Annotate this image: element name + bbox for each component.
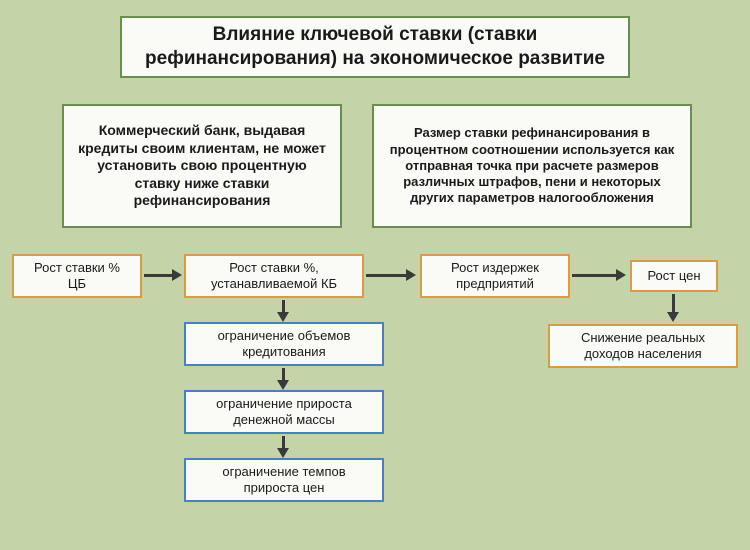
desc-right-box: Размер ставки рефинансирования в процент… [372, 104, 692, 228]
flow-b2: ограничение прироста денежной массы [184, 390, 384, 434]
flow-b1-text: ограничение объемов кредитования [196, 328, 372, 361]
flow-n2: Рост ставки %, устанавливаемой КБ [184, 254, 364, 298]
arrow-1 [366, 274, 408, 277]
flow-n2-text: Рост ставки %, устанавливаемой КБ [196, 260, 352, 293]
arrow-2 [572, 274, 618, 277]
flow-b2-text: ограничение прироста денежной массы [196, 396, 372, 429]
desc-right-text: Размер ставки рефинансирования в процент… [384, 125, 680, 206]
flow-b3-text: ограничение темпов прироста цен [196, 464, 372, 497]
title-box: Влияние ключевой ставки (ставки рефинанс… [120, 16, 630, 78]
flow-n5-text: Снижение реальных доходов населения [560, 330, 726, 363]
flow-n3: Рост издержек предприятий [420, 254, 570, 298]
flow-n5: Снижение реальных доходов населения [548, 324, 738, 368]
title-text: Влияние ключевой ставки (ставки рефинанс… [132, 23, 618, 71]
flow-n1: Рост ставки % ЦБ [12, 254, 142, 298]
desc-left-box: Коммерческий банк, выдавая кредиты своим… [62, 104, 342, 228]
arrow-4 [282, 300, 285, 314]
flow-b3: ограничение темпов прироста цен [184, 458, 384, 502]
arrow-0 [144, 274, 174, 277]
flow-n4-text: Рост цен [647, 268, 700, 284]
arrow-6 [282, 436, 285, 450]
flow-n4: Рост цен [630, 260, 718, 292]
arrow-3 [672, 294, 675, 314]
arrow-5 [282, 368, 285, 382]
flow-n1-text: Рост ставки % ЦБ [24, 260, 130, 293]
flow-n3-text: Рост издержек предприятий [432, 260, 558, 293]
flow-b1: ограничение объемов кредитования [184, 322, 384, 366]
desc-left-text: Коммерческий банк, выдавая кредиты своим… [74, 122, 330, 210]
